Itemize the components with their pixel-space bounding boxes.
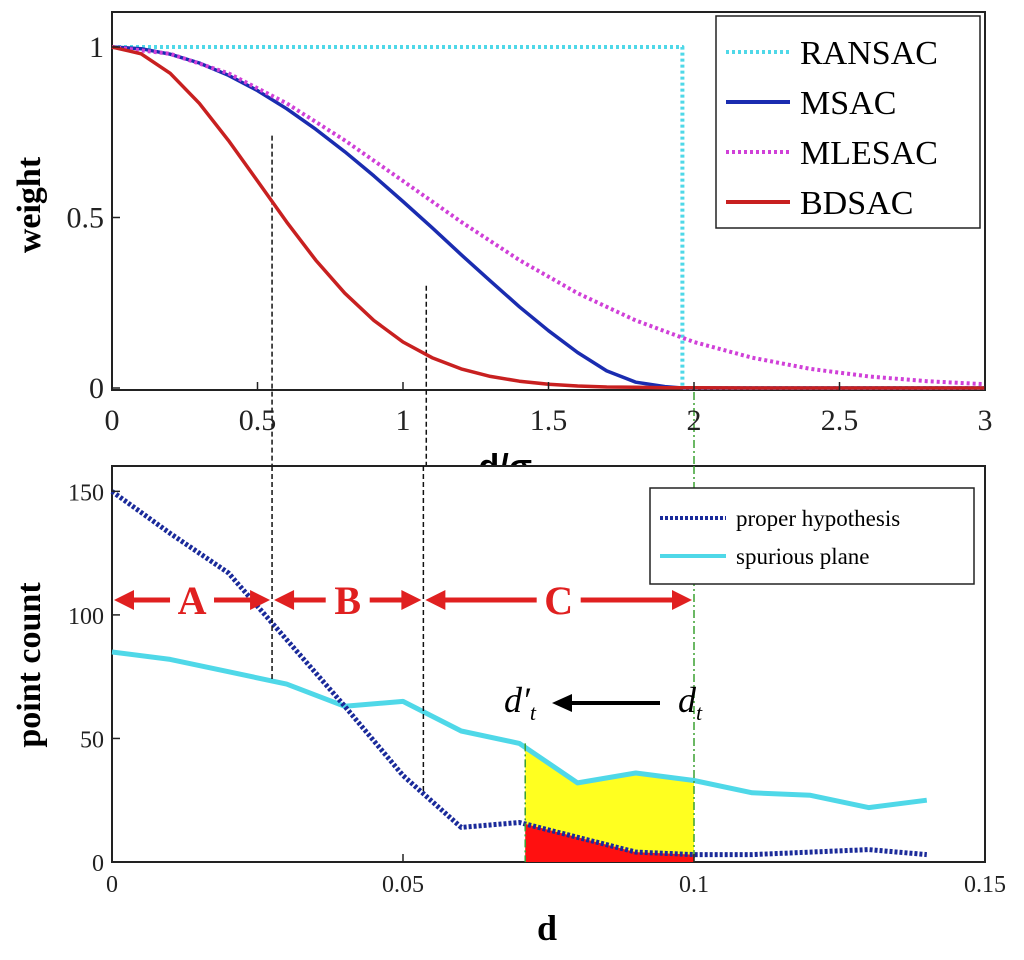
region-arrow-right-head xyxy=(250,590,271,610)
weight-y-label: weight xyxy=(11,156,48,253)
weight-x-tick-label: 2.5 xyxy=(821,404,859,437)
count-legend: proper hypothesis spurious plane xyxy=(649,487,975,585)
dt-label: dt xyxy=(678,680,703,725)
weight-y-tick-label: 0.5 xyxy=(67,202,105,235)
legend-label-proper-hypothesis: proper hypothesis xyxy=(736,506,900,531)
series-bdsac xyxy=(111,45,985,390)
count-x-tick-label: 0.05 xyxy=(382,872,424,898)
region-arrow-left-head xyxy=(114,590,134,610)
region-b-arrow: B xyxy=(274,578,422,623)
count-y-tick-label: 150 xyxy=(68,480,104,506)
region-arrow-left-head xyxy=(425,590,446,610)
series-mlesac xyxy=(111,45,986,387)
legend-label-bdsac: BDSAC xyxy=(800,185,913,222)
shaded-red-area xyxy=(525,823,694,862)
weight-legend: RANSAC MSAC MLESAC BDSAC xyxy=(715,15,981,229)
region-a-label: A xyxy=(178,578,207,623)
count-x-label: d xyxy=(537,908,557,948)
dt-prime-label: d′t xyxy=(504,680,537,725)
count-legend-box xyxy=(649,487,975,585)
region-b-label: B xyxy=(334,578,361,623)
count-y-tick-label: 100 xyxy=(68,604,104,630)
count-y-tick-label: 50 xyxy=(80,727,104,753)
shaded-yellow-area xyxy=(525,747,694,855)
weight-y-tick-label: 0 xyxy=(89,372,104,405)
count-x-tick-label: 0.15 xyxy=(964,872,1006,898)
weight-x-tick-label: 2 xyxy=(687,404,702,437)
weight-legend-box xyxy=(715,15,981,229)
region-c-label: C xyxy=(544,578,573,623)
series-spurious-plane xyxy=(111,649,928,811)
threshold-arrow-head xyxy=(552,694,572,712)
count-y-label: point count xyxy=(11,582,48,748)
series-proper-hypothesis xyxy=(110,489,928,858)
count-x-tick-label: 0.1 xyxy=(679,872,709,898)
count-x-tick-label: 0 xyxy=(106,872,118,898)
weight-x-tick-label: 0.5 xyxy=(239,404,277,437)
region-arrow-right-head xyxy=(672,590,692,610)
region-arrow-left-head xyxy=(274,590,295,610)
threshold-annotation: d′t dt xyxy=(504,680,703,725)
count-y-tick-label: 0 xyxy=(92,851,104,877)
legend-label-spurious-plane: spurious plane xyxy=(736,544,870,569)
weight-x-tick-label: 0 xyxy=(105,404,120,437)
weight-y-tick-label: 1 xyxy=(89,31,104,64)
legend-label-mlesac: MLESAC xyxy=(800,135,938,172)
count-plot: 0 0.05 0.1 0.15 0 50 100 150 A B C d′t dt point c… xyxy=(11,465,1006,948)
weight-x-tick-label: 3 xyxy=(978,404,993,437)
weight-x-tick-label: 1.5 xyxy=(530,404,568,437)
region-c-arrow: C xyxy=(425,578,692,623)
weight-x-tick-label: 1 xyxy=(396,404,411,437)
legend-label-ransac: RANSAC xyxy=(800,35,938,72)
region-a-arrow: A xyxy=(114,578,271,623)
region-arrow-right-head xyxy=(401,590,422,610)
legend-label-msac: MSAC xyxy=(800,85,896,122)
